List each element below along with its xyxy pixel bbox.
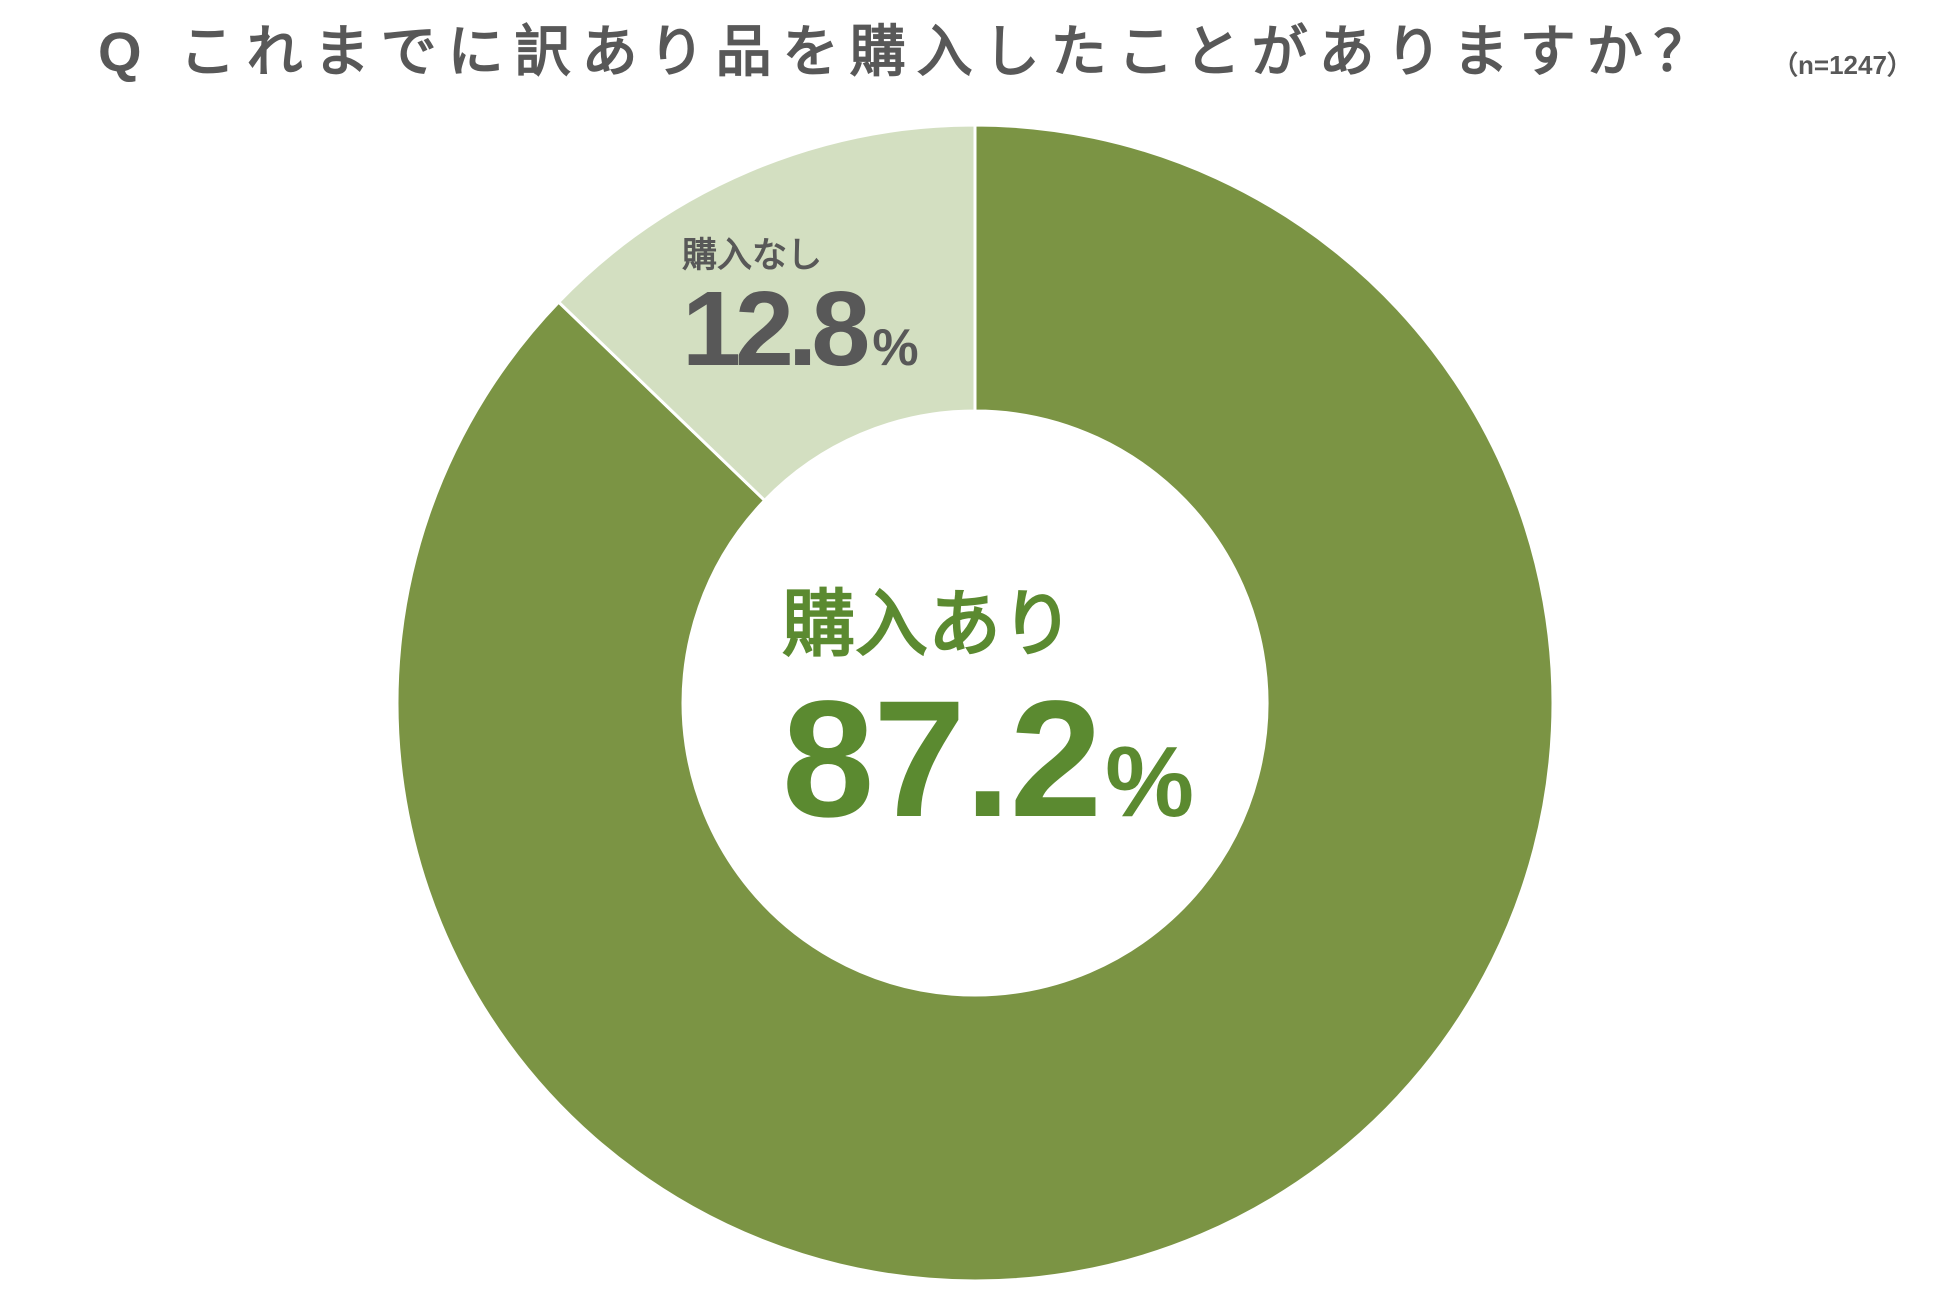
category-label-purchased: 購入あり: [782, 584, 1074, 665]
value-number-purchased: 87.2: [782, 667, 1102, 852]
percent-sign: %: [872, 319, 919, 377]
value-label-not-purchased: 12.8%: [682, 276, 919, 382]
slice-purchased: [395, 123, 1555, 1283]
category-label-not-purchased: 購入なし: [682, 236, 823, 275]
question-text: これまでに訳あり品を購入したことがありますか？: [179, 20, 1721, 83]
value-label-purchased: 87.2%: [782, 677, 1194, 843]
slice-not-purchased: [556, 123, 977, 503]
sample-size-note: （n=1247）: [1772, 50, 1913, 80]
donut-slices: [395, 123, 1555, 1283]
data-label-not-purchased: 購入なし 12.8%: [682, 236, 919, 382]
data-label-purchased: 購入あり 87.2%: [782, 584, 1194, 843]
percent-sign: %: [1105, 726, 1195, 838]
question-prefix: Q: [98, 20, 142, 83]
value-number-not-purchased: 12.8: [682, 270, 870, 388]
chart-title: Q これまでに訳あり品を購入したことがありますか？: [98, 24, 1721, 80]
